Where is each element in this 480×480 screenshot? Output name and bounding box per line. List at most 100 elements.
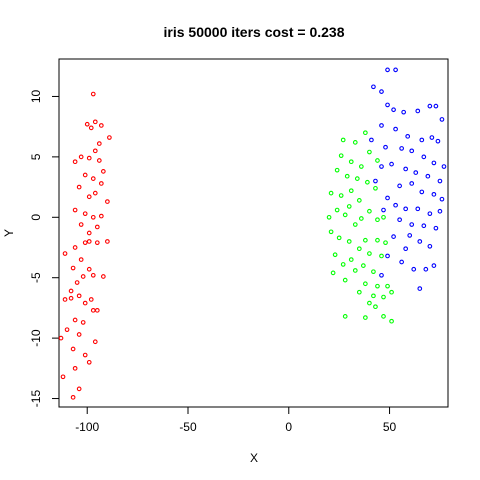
data-point: [90, 307, 96, 313]
y-tick-label: 10: [29, 89, 43, 103]
data-point: [94, 307, 100, 313]
data-point: [417, 239, 423, 244]
data-point: [371, 269, 376, 275]
data-point: [375, 283, 380, 289]
data-point: [409, 148, 415, 154]
data-point: [367, 300, 372, 306]
data-point: [431, 191, 437, 197]
data-point: [70, 265, 76, 271]
data-point: [90, 214, 96, 220]
data-point: [413, 170, 419, 175]
data-point: [82, 300, 88, 306]
data-point: [407, 233, 413, 238]
data-point: [80, 274, 86, 279]
data-point: [409, 222, 415, 227]
data-point: [385, 283, 390, 289]
data-point: [94, 240, 100, 246]
x-tick-label: 0: [285, 420, 292, 434]
data-point: [348, 257, 354, 262]
data-point: [415, 206, 421, 212]
data-point: [421, 154, 427, 160]
data-point: [367, 149, 372, 155]
data-point: [86, 266, 92, 272]
data-point: [342, 277, 348, 283]
data-point: [72, 317, 78, 323]
data-point: [105, 199, 110, 204]
data-point: [393, 126, 398, 132]
data-point: [82, 211, 88, 217]
data-point: [80, 320, 86, 325]
data-point: [58, 335, 64, 341]
data-point: [367, 251, 372, 256]
data-point: [431, 160, 437, 166]
data-point: [60, 374, 66, 380]
data-point: [92, 119, 98, 125]
data-point: [367, 208, 372, 214]
data-point: [373, 304, 378, 310]
data-point: [82, 240, 88, 246]
data-point: [68, 295, 74, 301]
chart-title: iris 50000 iters cost = 0.238: [164, 24, 345, 40]
data-point: [78, 222, 84, 227]
data-point: [383, 144, 388, 150]
data-point: [433, 103, 439, 109]
data-point: [389, 318, 394, 324]
data-point: [379, 123, 384, 128]
data-point: [72, 365, 78, 371]
data-point: [427, 211, 433, 217]
data-point: [405, 133, 411, 139]
data-point: [360, 263, 366, 268]
data-point: [356, 246, 362, 252]
data-point: [86, 239, 92, 244]
data-point: [363, 237, 368, 243]
data-point: [383, 240, 388, 246]
data-point: [399, 259, 404, 265]
data-point: [328, 229, 334, 235]
data-point: [352, 268, 358, 273]
data-point: [334, 207, 340, 213]
data-point: [82, 172, 88, 178]
data-point: [421, 223, 427, 229]
data-point: [389, 289, 394, 295]
data-point: [72, 245, 78, 250]
data-point: [358, 164, 364, 169]
data-point: [358, 216, 364, 221]
data-point: [427, 103, 433, 109]
data-point: [76, 386, 82, 392]
y-tick-label: 5: [29, 153, 43, 160]
data-point: [348, 159, 354, 165]
data-point: [356, 198, 362, 203]
data-point: [340, 262, 346, 267]
data-point: [401, 109, 407, 115]
data-point: [403, 206, 409, 212]
data-point: [427, 243, 433, 249]
data-point: [92, 339, 98, 345]
data-point: [90, 91, 96, 97]
data-point: [96, 141, 102, 146]
data-point: [94, 224, 100, 230]
data-point: [92, 190, 98, 196]
data-point: [371, 84, 376, 90]
data-point: [409, 181, 415, 186]
data-point: [68, 288, 74, 294]
data-point: [379, 164, 384, 169]
data-point: [419, 189, 425, 195]
x-axis: -100 -50 0 50: [75, 407, 397, 434]
data-point: [375, 237, 380, 243]
data-point: [342, 212, 348, 218]
data-point: [365, 179, 370, 185]
data-point: [86, 194, 92, 200]
x-tick-label: -50: [179, 420, 197, 434]
data-point: [417, 286, 423, 291]
data-point: [381, 214, 386, 220]
data-point: [72, 207, 78, 213]
data-point: [98, 181, 104, 186]
data-point: [78, 154, 84, 160]
data-point: [348, 188, 354, 194]
data-point: [326, 214, 332, 220]
data-point: [429, 135, 435, 140]
data-point: [90, 176, 96, 181]
plot-frame: [58, 58, 449, 408]
data-point: [423, 266, 429, 272]
